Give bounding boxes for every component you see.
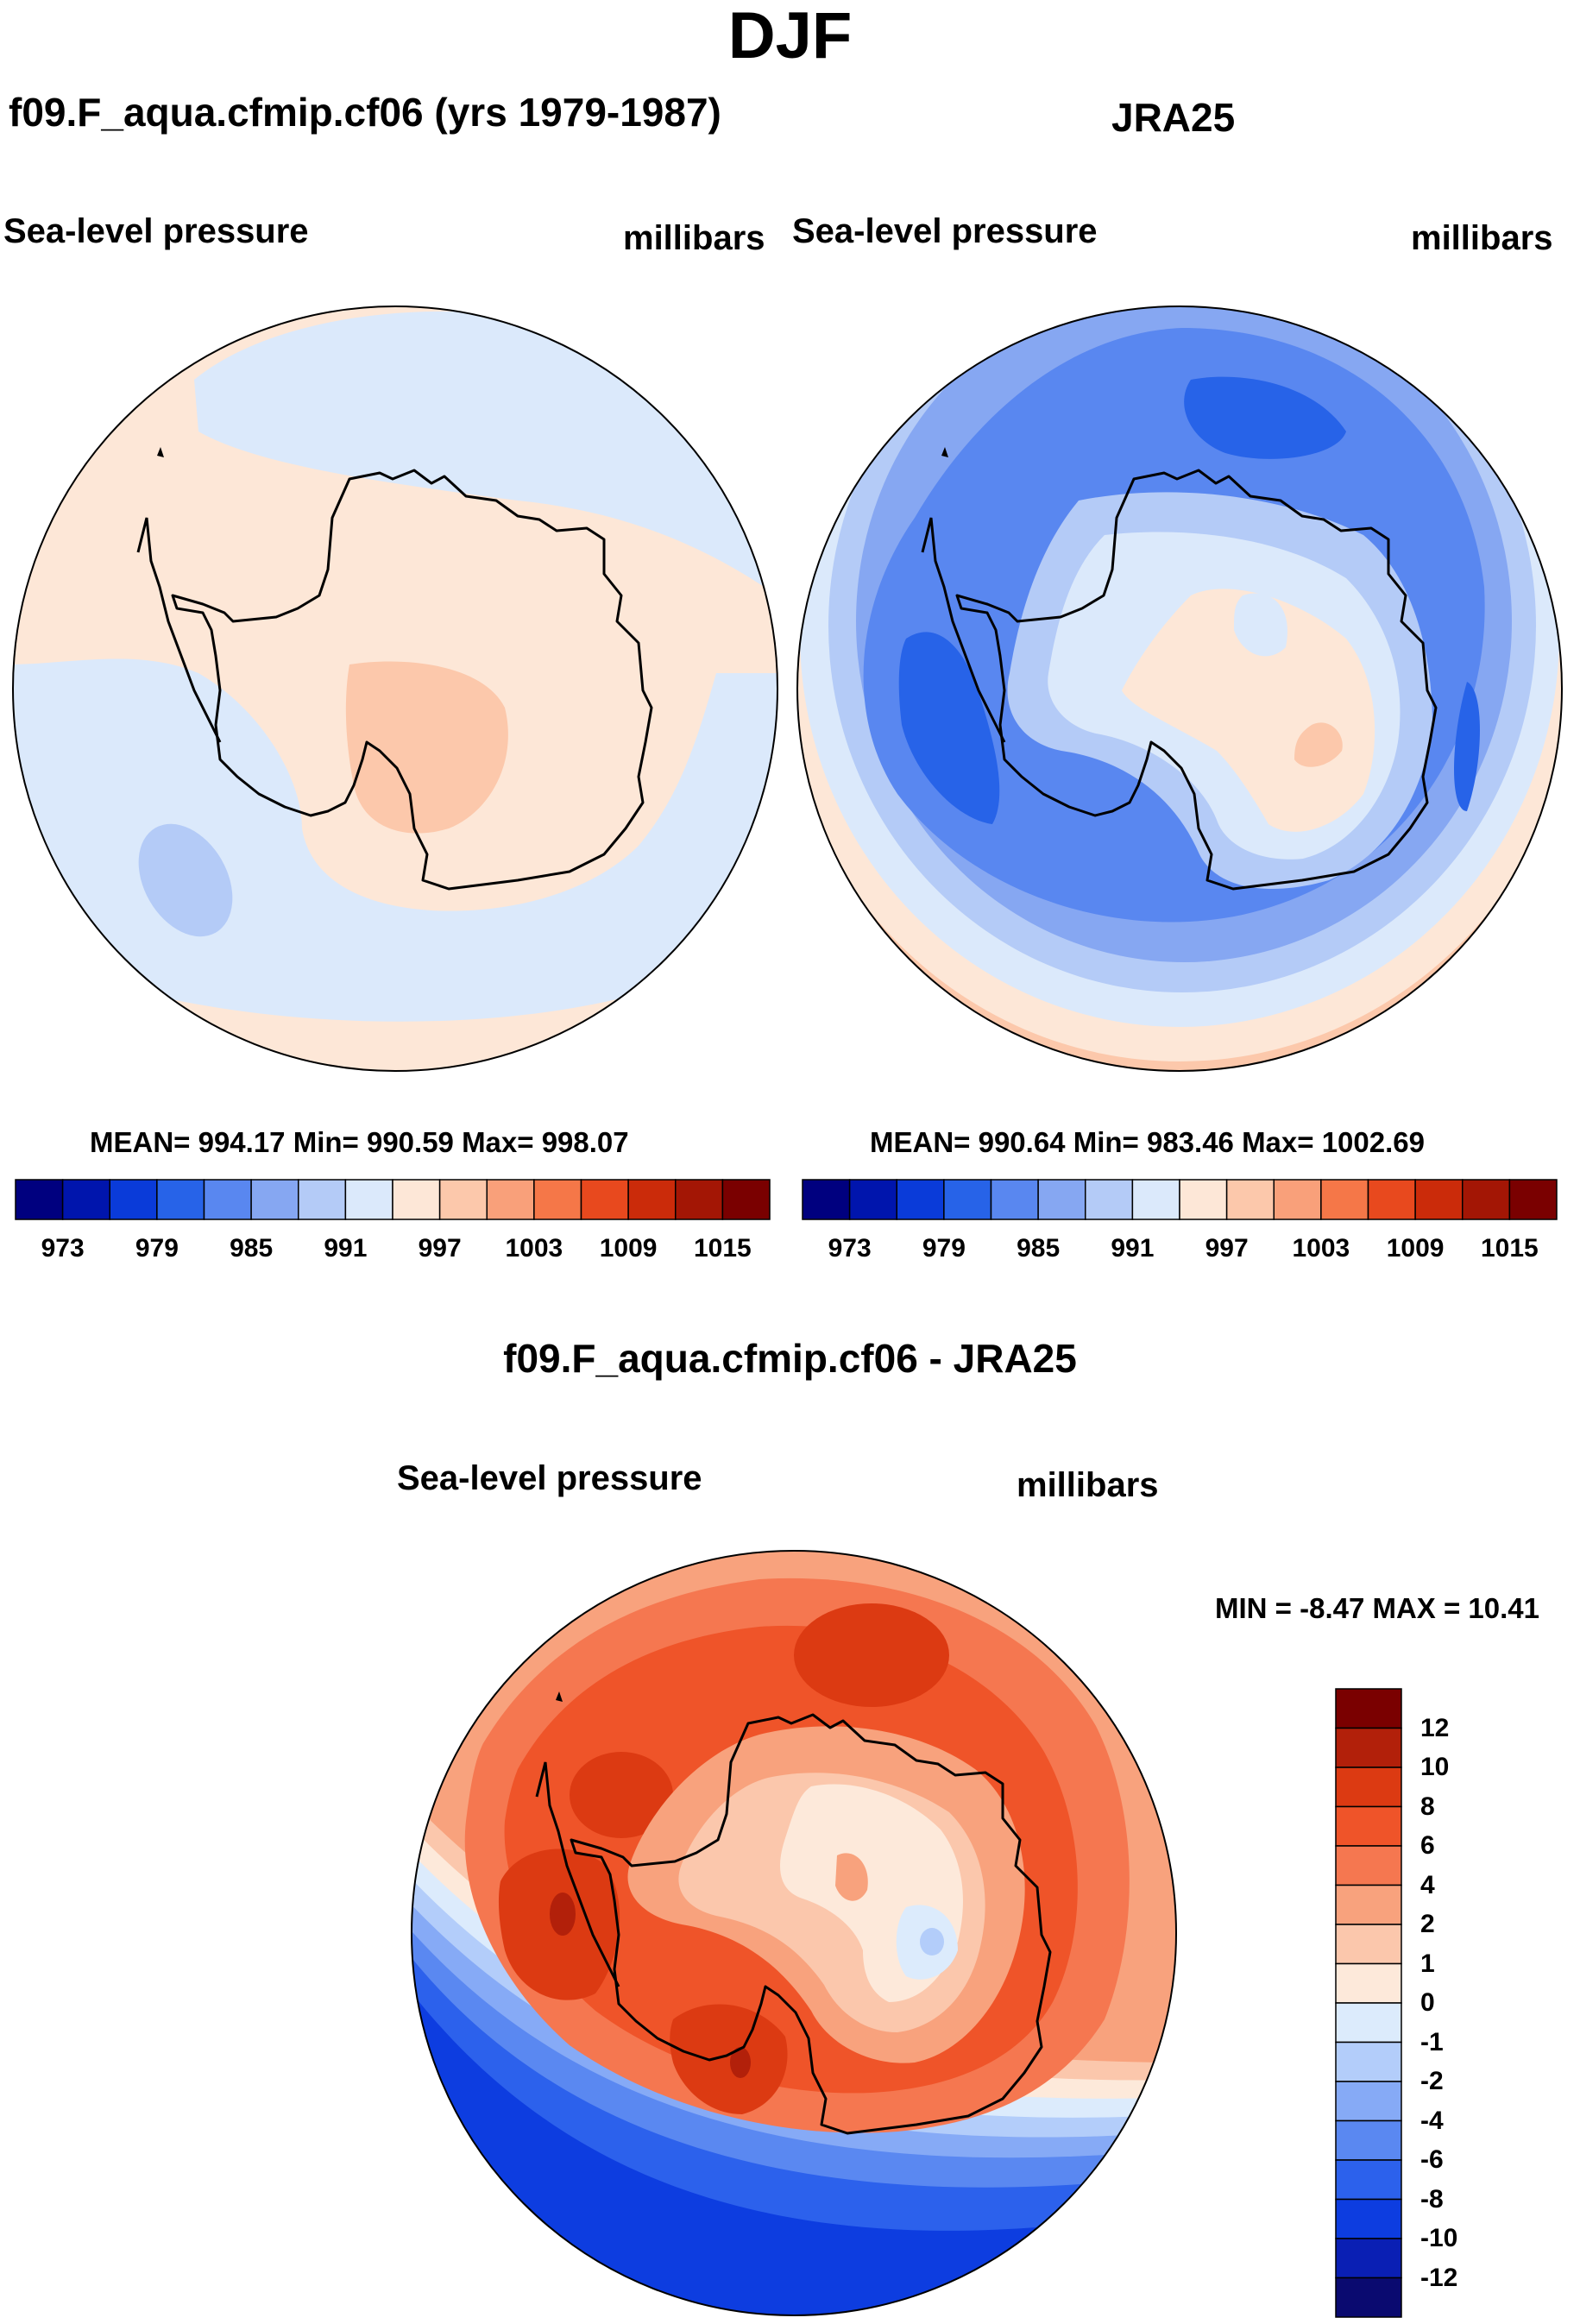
colorbar-tick-label: 991 <box>324 1234 368 1263</box>
colorbar-tick-label: -10 <box>1420 2224 1458 2252</box>
colorbar-swatch <box>1335 1884 1402 1925</box>
colorbar-tick-label: 973 <box>828 1234 872 1263</box>
page-title: DJF <box>727 0 853 72</box>
colorbar-swatch <box>1335 1727 1402 1768</box>
colorbar-swatch <box>1179 1179 1228 1220</box>
colorbar-swatch <box>1335 1805 1402 1847</box>
colorbar-swatch <box>1335 2198 1402 2239</box>
colorbar-swatch <box>1335 1767 1402 1808</box>
colorbar-swatch <box>990 1179 1039 1220</box>
colorbar-swatch <box>580 1179 629 1220</box>
colorbar-swatch <box>1335 2238 1402 2279</box>
colorbar-tick-label: 8 <box>1420 1792 1435 1821</box>
panel1-case-title: f09.F_aqua.cfmip.cf06 (yrs 1979-1987) <box>9 90 721 135</box>
panel3-case-title: f09.F_aqua.cfmip.cf06 - JRA25 <box>503 1336 1077 1381</box>
colorbar-tick-label: -8 <box>1420 2184 1444 2214</box>
colorbar-swatch <box>1508 1179 1558 1220</box>
colorbar-swatch <box>1085 1179 1134 1220</box>
colorbar-tick-label: 1003 <box>1292 1234 1350 1263</box>
colorbar-tick-label: 6 <box>1420 1831 1435 1860</box>
colorbar-swatch <box>298 1179 347 1220</box>
colorbar-tick-label: -6 <box>1420 2145 1444 2174</box>
colorbar-swatch <box>1037 1179 1086 1220</box>
colorbar-swatch <box>344 1179 393 1220</box>
colorbar-swatch <box>1335 2159 1402 2201</box>
panel3-variable-label: Sea-level pressure <box>397 1459 702 1497</box>
colorbar-swatch <box>1320 1179 1369 1220</box>
colorbar-swatch <box>1335 1924 1402 1965</box>
colorbar-tick-label: -2 <box>1420 2067 1444 2095</box>
colorbar-tick-label: 1009 <box>599 1234 658 1263</box>
colorbar-tick-label: 4 <box>1420 1870 1435 1899</box>
panel2-colorbar <box>802 1179 1558 1220</box>
colorbar-swatch <box>627 1179 677 1220</box>
colorbar-tick-label: 1009 <box>1386 1234 1445 1263</box>
colorbar-swatch <box>1335 1962 1402 2004</box>
colorbar-tick-label: 985 <box>1017 1234 1061 1263</box>
colorbar-swatch <box>1414 1179 1464 1220</box>
colorbar-tick-label: 979 <box>922 1234 966 1263</box>
panel1-units-label: millibars <box>623 219 765 257</box>
colorbar-tick-label: 997 <box>418 1234 462 1263</box>
colorbar-swatch <box>15 1179 64 1220</box>
colorbar-swatch <box>1225 1179 1275 1220</box>
colorbar-tick-label: 973 <box>41 1234 85 1263</box>
colorbar-tick-label: -4 <box>1420 2106 1444 2135</box>
colorbar-swatch <box>533 1179 582 1220</box>
colorbar-swatch <box>250 1179 299 1220</box>
colorbar-swatch <box>486 1179 535 1220</box>
panel2-case-title: JRA25 <box>1111 95 1236 140</box>
panel3-colorbar <box>1335 1688 1402 2318</box>
colorbar-tick-label: 12 <box>1420 1713 1450 1742</box>
colorbar-tick-label: 991 <box>1111 1234 1155 1263</box>
colorbar-tick-label: 0 <box>1420 1988 1435 2017</box>
colorbar-tick-label: 997 <box>1205 1234 1249 1263</box>
colorbar-swatch <box>1335 2081 1402 2122</box>
colorbar-swatch <box>1335 2277 1402 2318</box>
colorbar-tick-label: 1015 <box>1481 1234 1539 1263</box>
colorbar-swatch <box>1335 1845 1402 1886</box>
panel2-variable-label: Sea-level pressure <box>792 212 1098 250</box>
colorbar-swatch <box>943 1179 992 1220</box>
colorbar-tick-label: 10 <box>1420 1753 1450 1781</box>
colorbar-swatch <box>896 1179 945 1220</box>
colorbar-swatch <box>1335 1688 1402 1729</box>
colorbar-tick-label: 1 <box>1420 1949 1435 1978</box>
colorbar-swatch <box>848 1179 897 1220</box>
colorbar-tick-label: -1 <box>1420 2027 1444 2056</box>
colorbar-swatch <box>1335 2002 1402 2044</box>
panel3-stats: MIN = -8.47 MAX = 10.41 <box>1215 1592 1540 1624</box>
panel1-colorbar <box>15 1179 771 1220</box>
colorbar-swatch <box>1335 2119 1402 2161</box>
colorbar-swatch <box>1367 1179 1416 1220</box>
colorbar-swatch <box>61 1179 110 1220</box>
panel1-stats: MEAN= 994.17 Min= 990.59 Max= 998.07 <box>90 1126 629 1158</box>
colorbar-tick-label: -12 <box>1420 2263 1458 2292</box>
colorbar-swatch <box>721 1179 771 1220</box>
colorbar-swatch <box>392 1179 441 1220</box>
colorbar-tick-label: 1003 <box>505 1234 563 1263</box>
colorbar-swatch <box>109 1179 158 1220</box>
colorbar-swatch <box>675 1179 724 1220</box>
colorbar-tick-label: 1015 <box>694 1234 752 1263</box>
colorbar-swatch <box>1273 1179 1322 1220</box>
panel3-units-label: millibars <box>1017 1466 1159 1504</box>
colorbar-swatch <box>1335 2041 1402 2082</box>
colorbar-tick-label: 985 <box>230 1234 274 1263</box>
colorbar-tick-label: 2 <box>1420 1910 1435 1938</box>
colorbar-tick-label: 979 <box>135 1234 179 1263</box>
panel2-stats: MEAN= 990.64 Min= 983.46 Max= 1002.69 <box>870 1126 1425 1158</box>
panel1-variable-label: Sea-level pressure <box>3 212 309 250</box>
colorbar-swatch <box>438 1179 488 1220</box>
panel2-units-label: millibars <box>1411 219 1553 257</box>
colorbar-swatch <box>156 1179 205 1220</box>
